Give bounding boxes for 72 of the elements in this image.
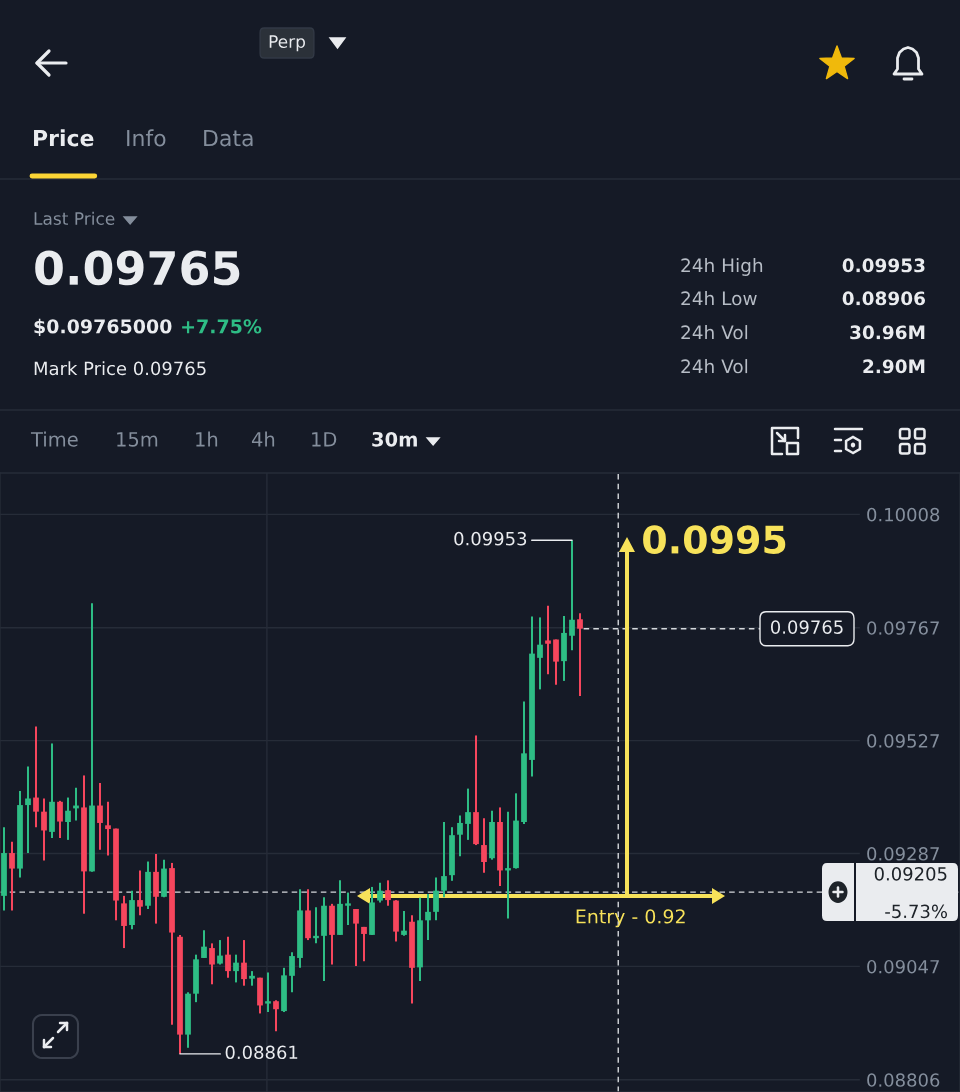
candlestick: [65, 796, 71, 841]
annotation: 0.09953: [454, 531, 527, 546]
candlestick: [401, 909, 407, 937]
candlestick: [441, 821, 447, 899]
candlestick: [201, 929, 207, 959]
y-tick-label: 0.09287: [867, 847, 939, 861]
text: 2.90M: [863, 359, 925, 374]
candlestick: [353, 908, 359, 967]
annotation: Entry - 0.92: [576, 909, 685, 928]
text: 30m: [372, 431, 417, 447]
y-tick-label: 0.09767: [867, 621, 939, 635]
text: 4h: [251, 431, 275, 447]
text: 1h: [196, 431, 218, 447]
candlestick: [545, 604, 551, 676]
text: 30.96M: [850, 325, 925, 340]
text: 24h Low: [681, 291, 757, 306]
candlestick: [553, 638, 559, 686]
candlestick: [25, 765, 31, 855]
candlestick: [577, 612, 583, 697]
candlestick: [105, 800, 111, 857]
candlestick: [273, 999, 279, 1033]
candlestick: [41, 797, 47, 862]
candlestick: [425, 892, 431, 942]
candlestick: [225, 935, 231, 979]
text: 0.09953: [842, 258, 925, 273]
candlestick: [265, 971, 271, 1014]
candlestick: [121, 894, 127, 950]
text: 15m: [117, 432, 158, 447]
text: Price: [34, 129, 94, 147]
y-tick-label: 0.08806: [867, 1073, 940, 1087]
text: 24h Vol: [681, 359, 748, 374]
candlestick: [217, 939, 223, 966]
candlestick: [377, 881, 383, 904]
candlestick: [57, 799, 63, 839]
candlestick: [97, 781, 103, 851]
annotation: -5.73%: [885, 904, 948, 919]
y-tick-label: 0.10008: [867, 507, 940, 522]
text: 0.09765: [35, 250, 240, 286]
text: Last Price: [34, 211, 115, 225]
candlestick: [433, 876, 439, 922]
candlestick: [385, 879, 391, 907]
annotation: 0.08861: [225, 1045, 298, 1060]
candlestick: [457, 814, 463, 858]
text: +7.75%: [182, 319, 262, 334]
ref-line-label: 0.09765: [770, 620, 843, 634]
candlestick: [233, 953, 239, 984]
text: Mark Price 0.09765: [34, 361, 206, 376]
y-tick-label: 0.09047: [867, 959, 939, 974]
text: Time: [30, 431, 78, 447]
candlestick: [33, 725, 39, 829]
text: 24h High: [681, 258, 763, 276]
candlestick: [537, 616, 543, 691]
annotation: 0.0995: [643, 525, 786, 554]
candlestick: [9, 840, 15, 912]
text: $0.09765000: [34, 318, 172, 337]
candlestick: [465, 787, 471, 841]
candlestick: [481, 817, 487, 874]
candlestick: [241, 939, 247, 987]
candlestick: [361, 925, 367, 963]
text: Data: [204, 130, 253, 147]
candlestick: [137, 869, 143, 917]
candlestick: [209, 942, 215, 986]
text: 0.08906: [842, 291, 926, 306]
text: Perp: [269, 35, 306, 52]
text: 24h Vol: [681, 325, 748, 340]
ref-line-label: 0.09205: [874, 867, 947, 881]
candlestick: [289, 951, 295, 994]
y-tick-label: 0.09527: [867, 734, 939, 748]
candlestick: [345, 891, 351, 927]
text: 1D: [312, 432, 337, 447]
candlestick: [569, 539, 575, 652]
text: Info: [127, 129, 166, 147]
